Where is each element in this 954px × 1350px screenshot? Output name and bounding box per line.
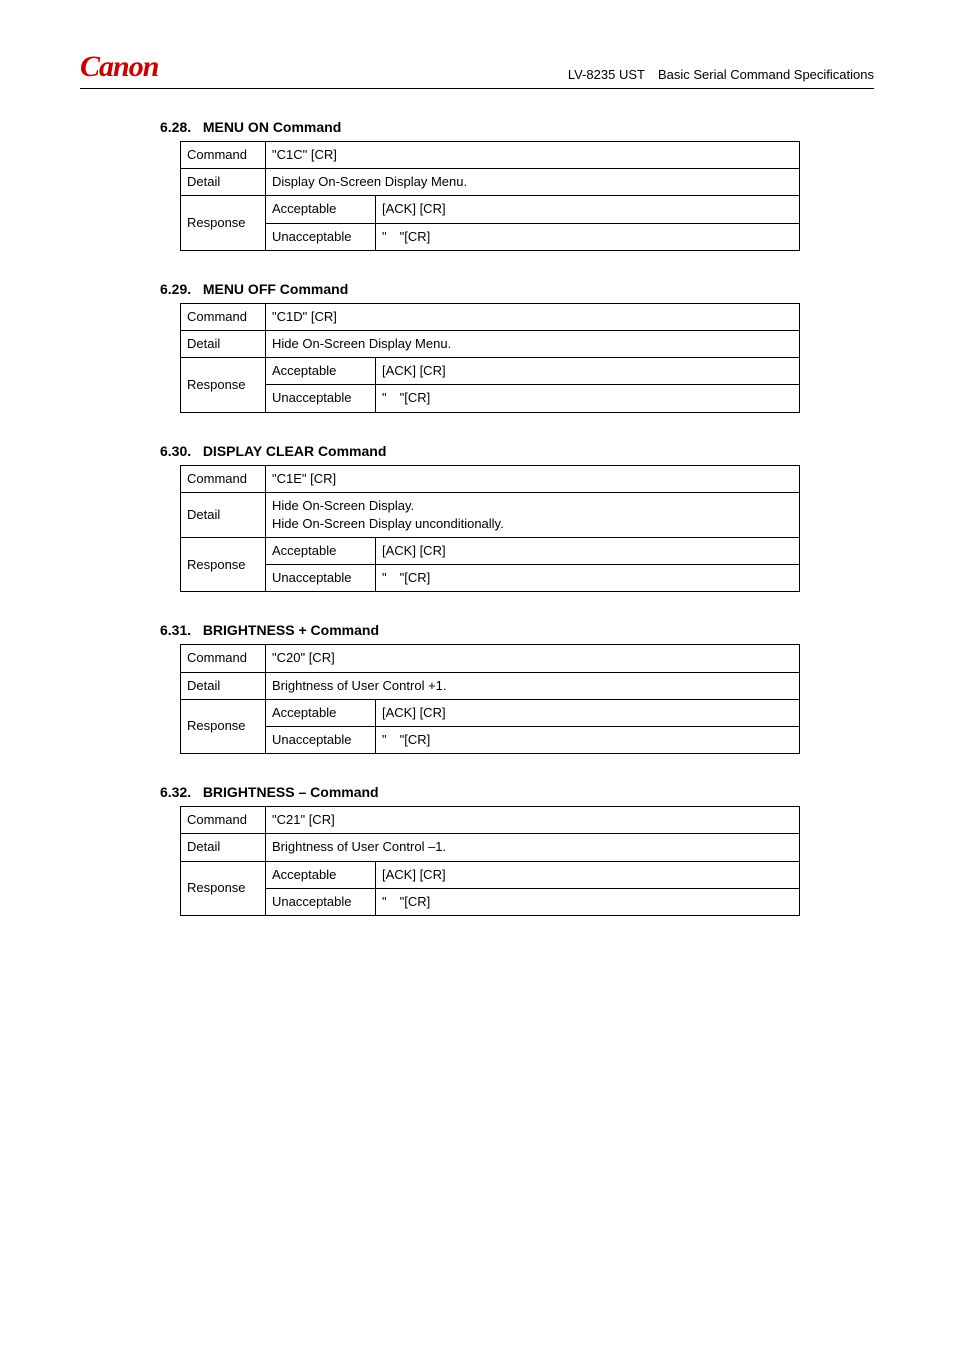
section-heading: 6.29. MENU OFF Command bbox=[160, 281, 874, 297]
section-heading: 6.28. MENU ON Command bbox=[160, 119, 874, 135]
value-acceptable: [ACK] [CR] bbox=[376, 358, 800, 385]
value-unacceptable: " "[CR] bbox=[376, 385, 800, 412]
logo-text: Canon bbox=[80, 50, 158, 84]
label-unacceptable: Unacceptable bbox=[266, 888, 376, 915]
value-command: "C20" [CR] bbox=[266, 645, 800, 672]
value-acceptable: [ACK] [CR] bbox=[376, 538, 800, 565]
label-detail: Detail bbox=[181, 169, 266, 196]
value-command: "C1C" [CR] bbox=[266, 142, 800, 169]
label-command: Command bbox=[181, 807, 266, 834]
label-response: Response bbox=[181, 861, 266, 915]
value-command: "C1E" [CR] bbox=[266, 465, 800, 492]
value-command: "C1D" [CR] bbox=[266, 303, 800, 330]
label-command: Command bbox=[181, 142, 266, 169]
section-6-30: 6.30. DISPLAY CLEAR Command Command "C1E… bbox=[80, 443, 874, 593]
section-title: MENU OFF Command bbox=[203, 281, 348, 297]
label-detail: Detail bbox=[181, 330, 266, 357]
value-detail: Display On-Screen Display Menu. bbox=[266, 169, 800, 196]
section-title: MENU ON Command bbox=[203, 119, 341, 135]
label-unacceptable: Unacceptable bbox=[266, 727, 376, 754]
value-detail: Hide On-Screen Display Menu. bbox=[266, 330, 800, 357]
section-title: BRIGHTNESS + Command bbox=[203, 622, 379, 638]
value-unacceptable: " "[CR] bbox=[376, 223, 800, 250]
section-number: 6.31. bbox=[160, 622, 191, 638]
label-detail: Detail bbox=[181, 834, 266, 861]
label-command: Command bbox=[181, 645, 266, 672]
label-detail: Detail bbox=[181, 672, 266, 699]
label-unacceptable: Unacceptable bbox=[266, 223, 376, 250]
value-unacceptable: " "[CR] bbox=[376, 727, 800, 754]
label-unacceptable: Unacceptable bbox=[266, 565, 376, 592]
label-acceptable: Acceptable bbox=[266, 861, 376, 888]
value-unacceptable: " "[CR] bbox=[376, 888, 800, 915]
section-title: DISPLAY CLEAR Command bbox=[203, 443, 387, 459]
section-heading: 6.32. BRIGHTNESS – Command bbox=[160, 784, 874, 800]
value-detail: Brightness of User Control –1. bbox=[266, 834, 800, 861]
section-6-31: 6.31. BRIGHTNESS + Command Command "C20"… bbox=[80, 622, 874, 754]
value-unacceptable: " "[CR] bbox=[376, 565, 800, 592]
value-acceptable: [ACK] [CR] bbox=[376, 861, 800, 888]
value-command: "C21" [CR] bbox=[266, 807, 800, 834]
document-title: LV-8235 UST Basic Serial Command Specifi… bbox=[568, 67, 874, 84]
value-detail: Brightness of User Control +1. bbox=[266, 672, 800, 699]
section-number: 6.30. bbox=[160, 443, 191, 459]
section-number: 6.29. bbox=[160, 281, 191, 297]
value-detail: Hide On-Screen Display. Hide On-Screen D… bbox=[266, 492, 800, 537]
section-heading: 6.31. BRIGHTNESS + Command bbox=[160, 622, 874, 638]
label-response: Response bbox=[181, 699, 266, 753]
value-acceptable: [ACK] [CR] bbox=[376, 196, 800, 223]
label-acceptable: Acceptable bbox=[266, 358, 376, 385]
section-6-29: 6.29. MENU OFF Command Command "C1D" [CR… bbox=[80, 281, 874, 413]
label-unacceptable: Unacceptable bbox=[266, 385, 376, 412]
command-table: Command "C1E" [CR] Detail Hide On-Screen… bbox=[180, 465, 800, 593]
section-number: 6.28. bbox=[160, 119, 191, 135]
brand-logo: Canon bbox=[80, 50, 158, 84]
command-table: Command "C1D" [CR] Detail Hide On-Screen… bbox=[180, 303, 800, 413]
label-acceptable: Acceptable bbox=[266, 196, 376, 223]
label-response: Response bbox=[181, 358, 266, 412]
section-heading: 6.30. DISPLAY CLEAR Command bbox=[160, 443, 874, 459]
label-response: Response bbox=[181, 538, 266, 592]
label-detail: Detail bbox=[181, 492, 266, 537]
section-6-32: 6.32. BRIGHTNESS – Command Command "C21"… bbox=[80, 784, 874, 916]
label-command: Command bbox=[181, 465, 266, 492]
section-6-28: 6.28. MENU ON Command Command "C1C" [CR]… bbox=[80, 119, 874, 251]
label-response: Response bbox=[181, 196, 266, 250]
section-number: 6.32. bbox=[160, 784, 191, 800]
command-table: Command "C1C" [CR] Detail Display On-Scr… bbox=[180, 141, 800, 251]
label-acceptable: Acceptable bbox=[266, 538, 376, 565]
page-header: Canon LV-8235 UST Basic Serial Command S… bbox=[80, 50, 874, 89]
command-table: Command "C21" [CR] Detail Brightness of … bbox=[180, 806, 800, 916]
label-acceptable: Acceptable bbox=[266, 699, 376, 726]
section-title: BRIGHTNESS – Command bbox=[203, 784, 379, 800]
command-table: Command "C20" [CR] Detail Brightness of … bbox=[180, 644, 800, 754]
label-command: Command bbox=[181, 303, 266, 330]
value-acceptable: [ACK] [CR] bbox=[376, 699, 800, 726]
